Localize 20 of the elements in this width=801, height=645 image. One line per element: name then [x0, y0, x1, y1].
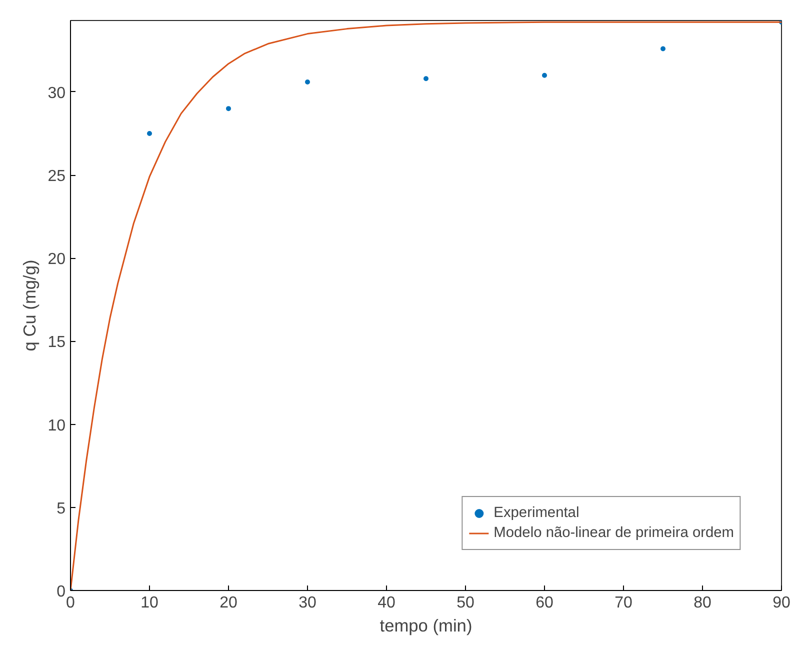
- x-tick-label: 50: [456, 594, 474, 612]
- x-tick-label: 90: [772, 594, 790, 612]
- x-tick-label: 20: [220, 594, 238, 612]
- x-tick-label: 40: [378, 594, 396, 612]
- x-tick-label: 70: [614, 594, 632, 612]
- y-axis-title: q Cu (mg/g): [20, 260, 40, 352]
- y-tick-label: 10: [48, 417, 66, 434]
- y-tick-label: 5: [56, 500, 66, 518]
- y-tick-label: 0: [56, 584, 66, 600]
- legend-label: Experimental: [494, 505, 580, 521]
- x-tick-label: 10: [140, 594, 158, 612]
- y-tick-label: 20: [48, 251, 66, 268]
- x-axis-title: tempo (min): [380, 616, 472, 636]
- x-tick-label: 60: [536, 594, 554, 612]
- y-tick-label: 15: [48, 334, 66, 352]
- x-tick-label: 80: [694, 594, 712, 612]
- y-tick-label: 25: [48, 168, 66, 186]
- legend-label: Modelo não-linear de primeira ordem: [494, 525, 734, 541]
- y-tick-label: 30: [48, 84, 66, 102]
- x-tick-label: 30: [298, 594, 316, 612]
